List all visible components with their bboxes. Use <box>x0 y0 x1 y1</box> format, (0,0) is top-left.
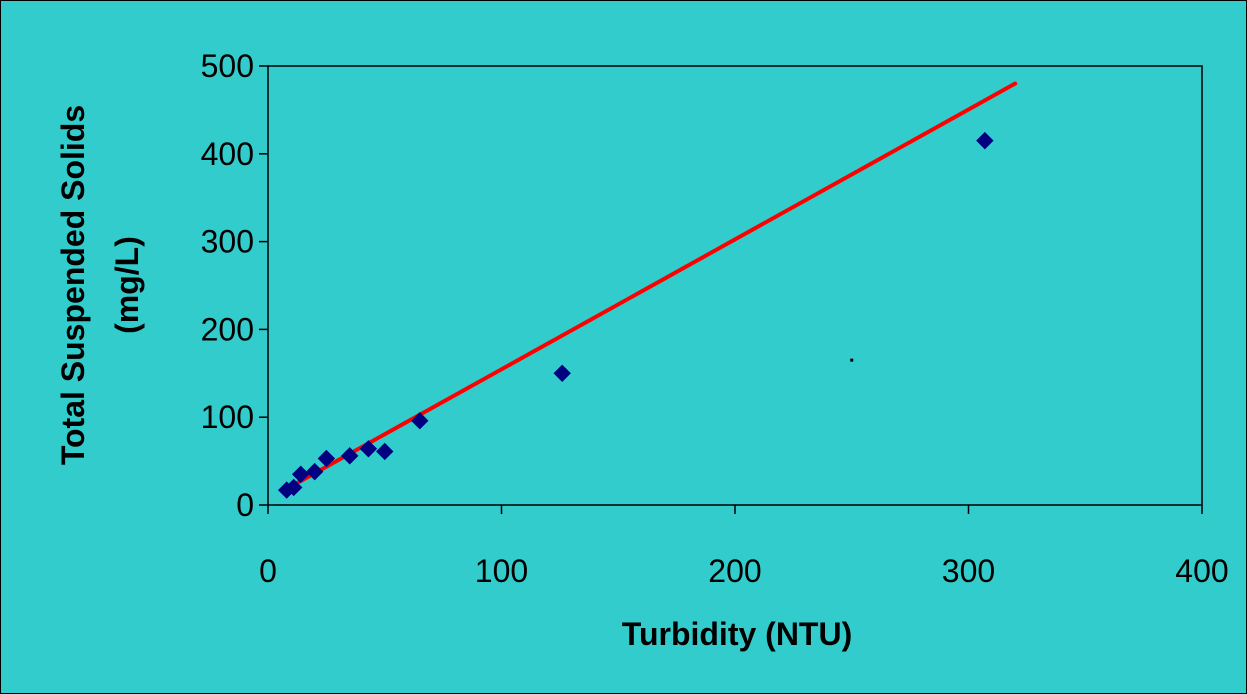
x-axis-title: Turbidity (NTU) <box>622 616 852 652</box>
y-axis-title-line1: Total Suspended Solids <box>55 105 91 465</box>
data-point <box>284 478 303 497</box>
trendline-group <box>282 81 1018 493</box>
data-point <box>376 442 394 461</box>
data-point <box>291 465 310 483</box>
data-point <box>359 440 378 458</box>
y-tick-label: 100 <box>201 399 254 435</box>
data-point <box>976 131 994 150</box>
plot-area <box>267 65 1203 506</box>
y-tick-label: 500 <box>201 48 254 84</box>
y-axis-ticks: 0 100 200 300 400 500 <box>201 48 268 523</box>
data-point <box>553 364 571 383</box>
y-tick-label: 200 <box>201 311 254 347</box>
trendline <box>282 81 1018 493</box>
data-point <box>305 462 324 481</box>
x-tick-label: 0 <box>259 553 277 589</box>
y-tick-label: 300 <box>201 224 254 260</box>
stray-point <box>850 358 854 362</box>
data-points <box>277 131 994 499</box>
data-point <box>317 449 336 468</box>
data-point <box>341 447 359 465</box>
y-axis-title-line2: (mg/L) <box>109 236 145 334</box>
x-tick-label: 400 <box>1175 553 1228 589</box>
y-tick-label: 0 <box>236 487 254 523</box>
y-tick-label: 400 <box>201 136 254 172</box>
x-tick-label: 200 <box>708 553 761 589</box>
x-axis-ticks: 0 100 200 300 400 <box>259 505 1229 589</box>
data-point <box>411 412 429 430</box>
x-tick-label: 300 <box>942 553 995 589</box>
x-tick-label: 100 <box>475 553 528 589</box>
